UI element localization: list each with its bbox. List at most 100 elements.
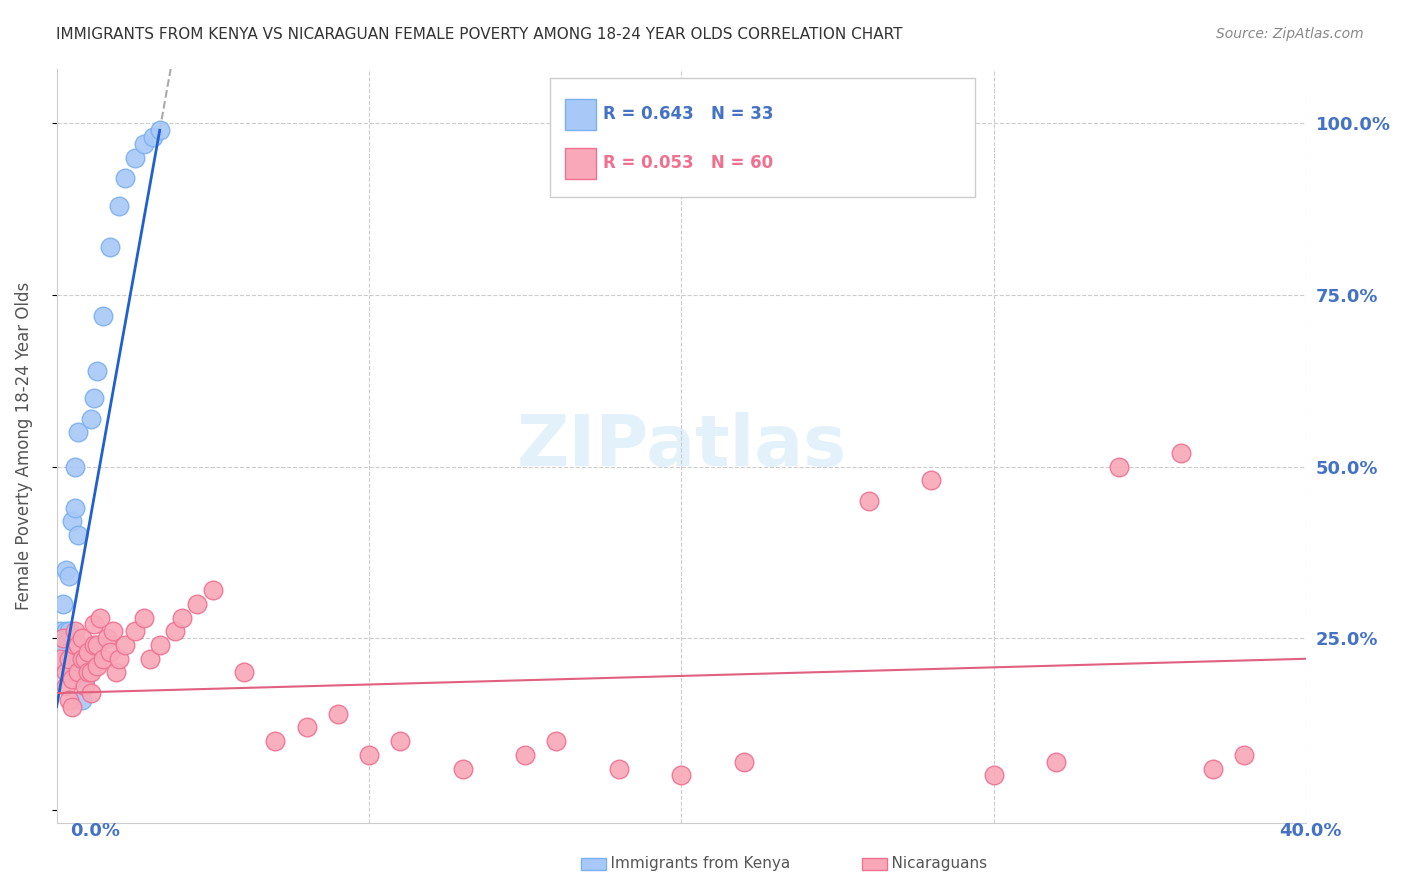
Point [326, 706, 349, 721]
Point [58, 693, 80, 707]
Point [65, 459, 87, 474]
Point [52, 652, 75, 666]
Point [48, 638, 70, 652]
Point [733, 755, 755, 769]
Point [58, 652, 80, 666]
Point [96, 631, 118, 645]
Point [201, 583, 224, 598]
Point [67, 638, 90, 652]
Point [132, 610, 155, 624]
Point [295, 720, 318, 734]
Text: Immigrants from Kenya: Immigrants from Kenya [591, 856, 790, 871]
Point [80, 665, 103, 680]
Point [83, 617, 105, 632]
Point [86, 638, 108, 652]
Point [60, 652, 83, 666]
Point [58, 624, 80, 639]
Point [86, 658, 108, 673]
Point [60, 673, 83, 687]
Point [132, 136, 155, 151]
Point [920, 473, 942, 487]
Point [73, 652, 96, 666]
Point [233, 665, 256, 680]
Point [93, 652, 115, 666]
Bar [862, 858, 887, 870]
Point [67, 425, 90, 440]
Point [108, 652, 131, 666]
Point [55, 665, 77, 680]
Point [86, 363, 108, 377]
Point [1108, 459, 1130, 474]
Point [55, 652, 77, 666]
Point [65, 500, 87, 515]
Point [48, 652, 70, 666]
Point [60, 699, 83, 714]
Point [142, 130, 165, 145]
Y-axis label: Female Poverty Among 18-24 Year Olds: Female Poverty Among 18-24 Year Olds [15, 282, 32, 610]
Point [1201, 762, 1223, 776]
Text: ZIPatlas: ZIPatlas [516, 411, 846, 481]
Point [73, 679, 96, 693]
Point [73, 673, 96, 687]
Point [70, 693, 93, 707]
Point [83, 391, 105, 405]
Bar [581, 858, 606, 870]
FancyBboxPatch shape [550, 78, 976, 197]
Point [858, 494, 880, 508]
Point [93, 309, 115, 323]
Point [67, 665, 90, 680]
Text: R = 0.643   N = 33: R = 0.643 N = 33 [603, 104, 773, 123]
Point [170, 610, 193, 624]
Point [186, 597, 208, 611]
Point [60, 515, 83, 529]
Text: R = 0.053   N = 60: R = 0.053 N = 60 [603, 153, 773, 172]
Point [139, 652, 162, 666]
Point [451, 762, 474, 776]
Point [58, 569, 80, 583]
Text: Nicaraguans: Nicaraguans [872, 856, 987, 871]
Point [48, 652, 70, 666]
Point [98, 240, 121, 254]
Point [104, 665, 127, 680]
Point [98, 645, 121, 659]
Point [264, 734, 287, 748]
Point [124, 624, 146, 639]
FancyBboxPatch shape [565, 148, 596, 179]
Point [671, 768, 693, 782]
Point [80, 686, 103, 700]
Text: IMMIGRANTS FROM KENYA VS NICARAGUAN FEMALE POVERTY AMONG 18-24 YEAR OLDS CORRELA: IMMIGRANTS FROM KENYA VS NICARAGUAN FEMA… [56, 27, 903, 42]
Point [55, 679, 77, 693]
Point [124, 151, 146, 165]
Point [149, 638, 172, 652]
Point [1045, 755, 1067, 769]
Point [70, 652, 93, 666]
Point [108, 199, 131, 213]
Point [67, 528, 90, 542]
Point [52, 638, 75, 652]
Point [165, 624, 187, 639]
Point [52, 631, 75, 645]
Point [76, 665, 98, 680]
Text: Source: ZipAtlas.com: Source: ZipAtlas.com [1216, 27, 1364, 41]
Point [65, 638, 87, 652]
Point [114, 638, 136, 652]
Point [114, 171, 136, 186]
Point [80, 411, 103, 425]
Point [60, 665, 83, 680]
Point [1170, 446, 1192, 460]
Point [65, 624, 87, 639]
Point [89, 610, 111, 624]
Point [983, 768, 1005, 782]
FancyBboxPatch shape [565, 99, 596, 130]
Point [76, 645, 98, 659]
Point [389, 734, 412, 748]
Point [546, 734, 568, 748]
Text: 0.0%: 0.0% [70, 822, 121, 840]
Point [55, 624, 77, 639]
Point [607, 762, 630, 776]
Point [357, 747, 380, 762]
Point [52, 597, 75, 611]
Point [515, 747, 537, 762]
Point [1233, 747, 1256, 762]
Point [101, 624, 124, 639]
